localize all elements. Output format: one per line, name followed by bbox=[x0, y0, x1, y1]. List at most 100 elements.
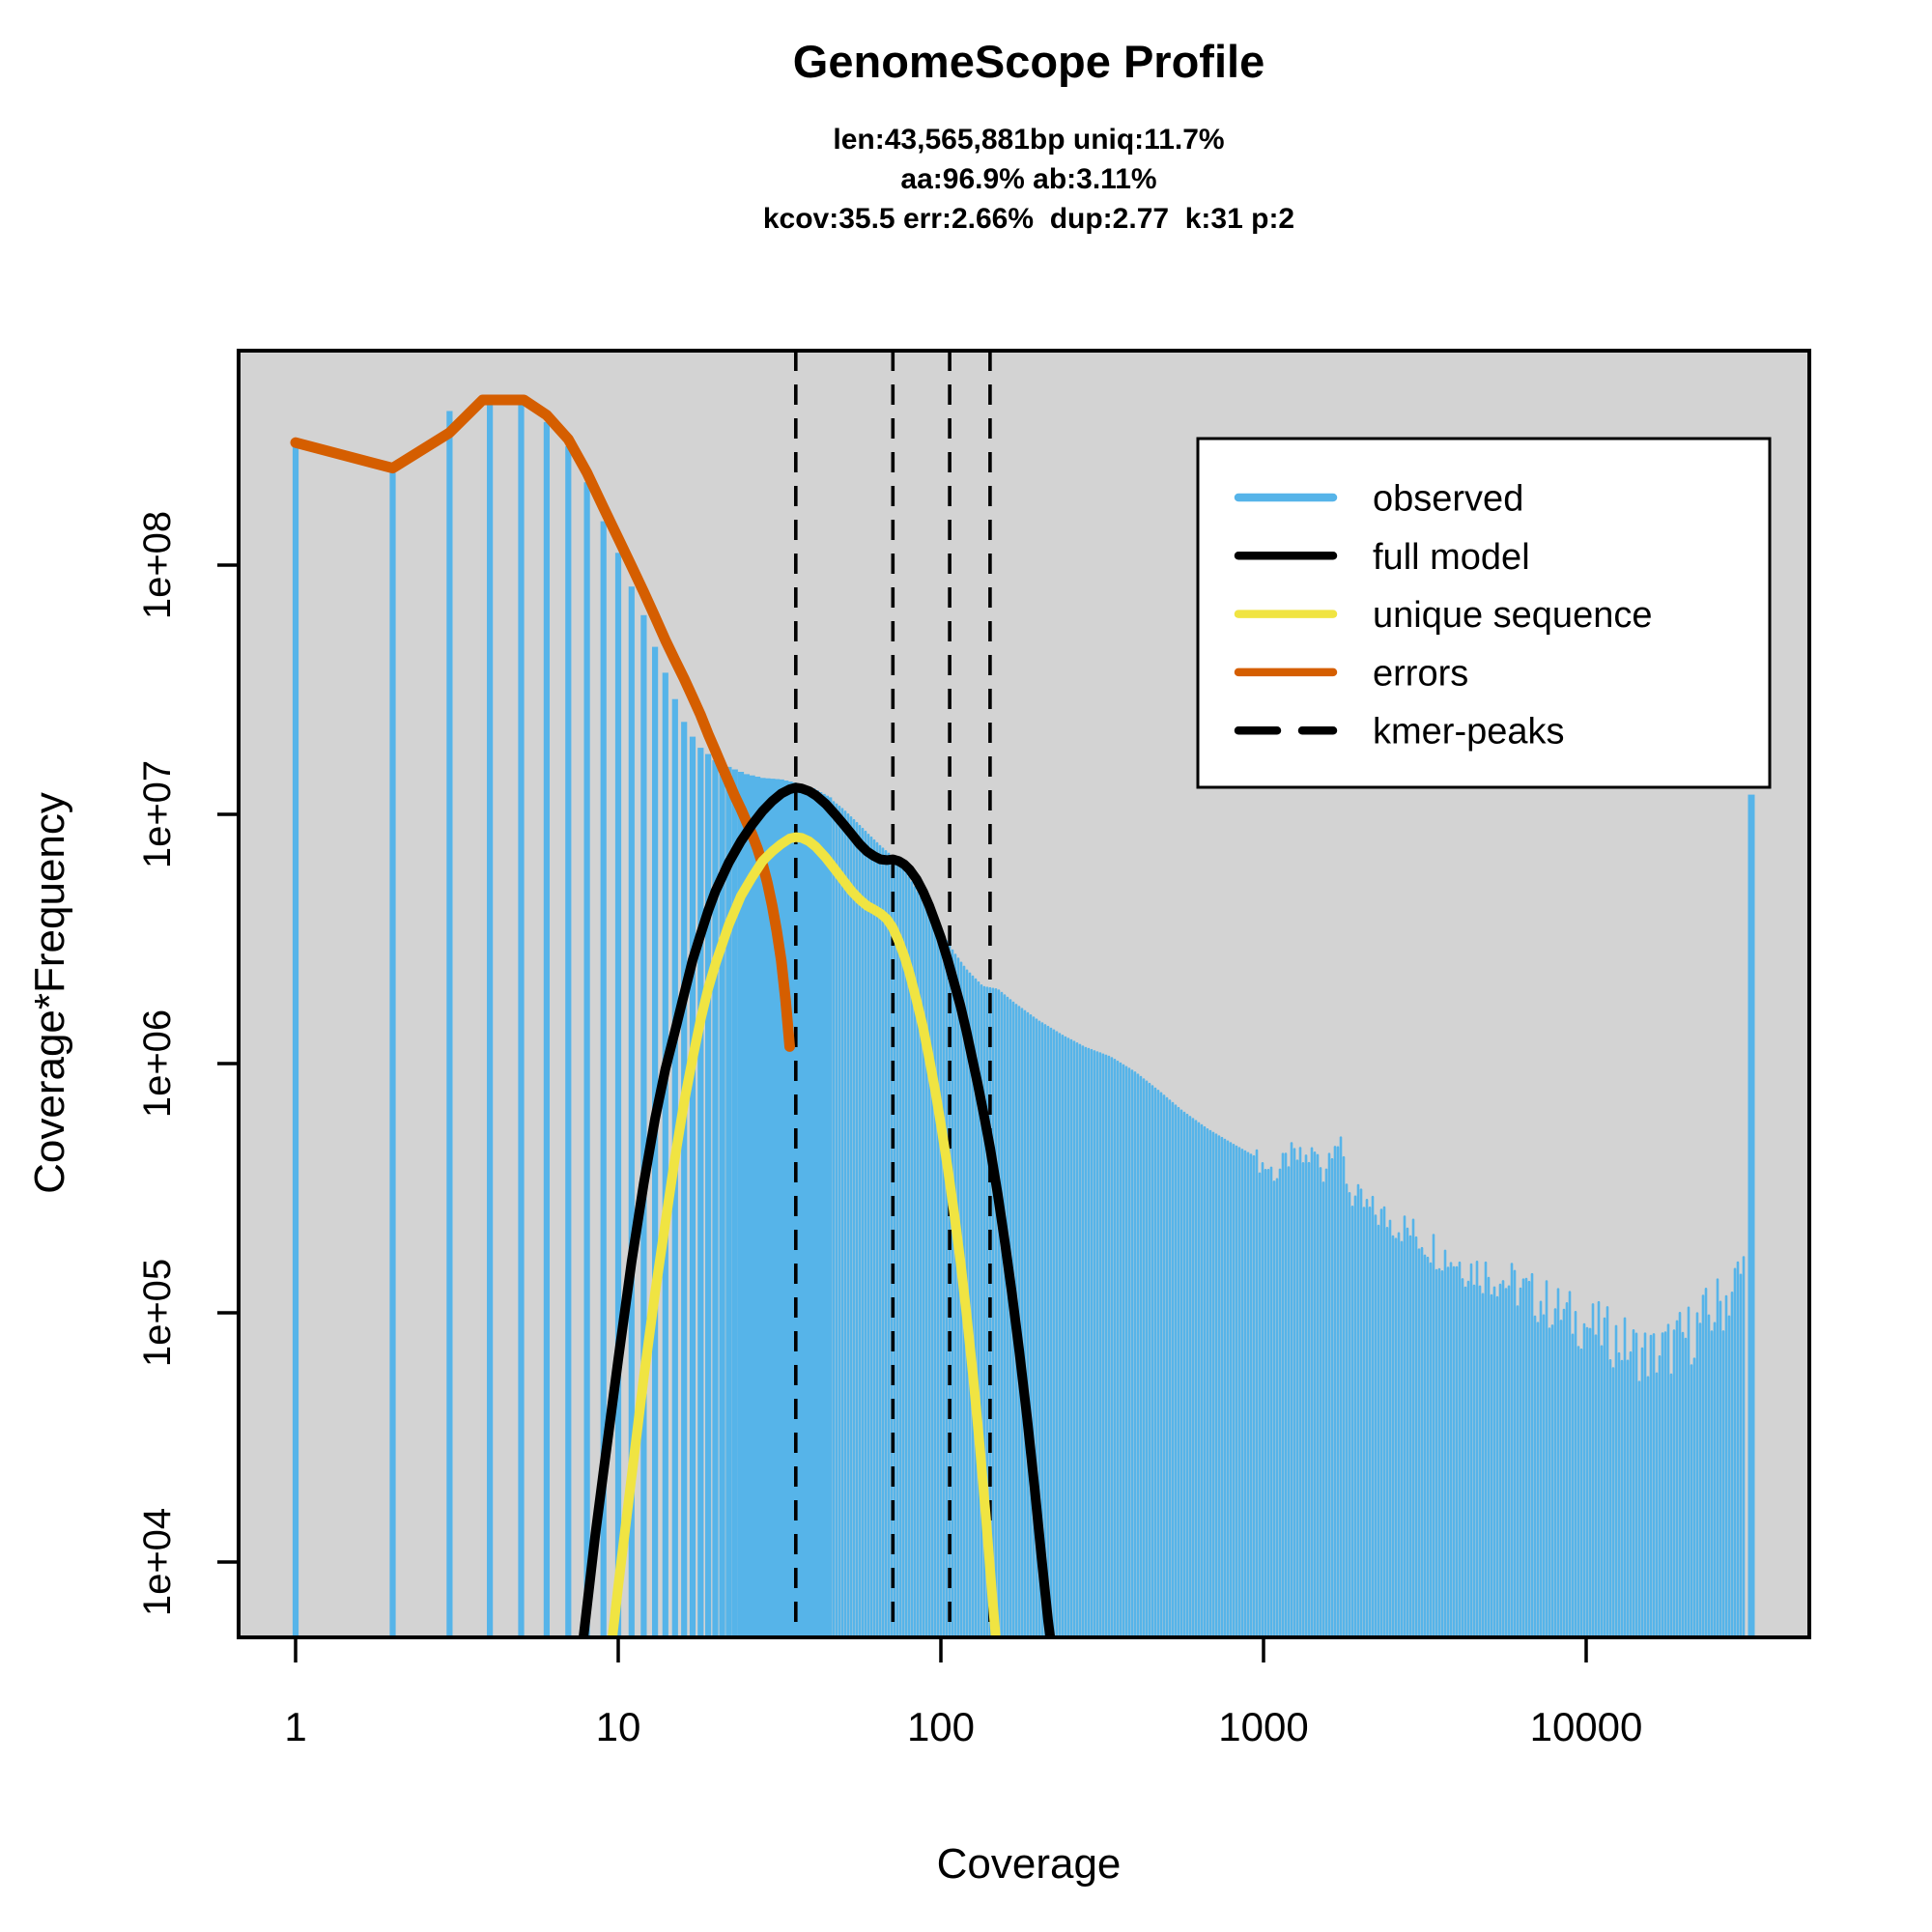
histogram-bar bbox=[1345, 1183, 1349, 1637]
histogram-bar bbox=[1040, 1022, 1044, 1637]
x-axis-label: Coverage bbox=[936, 1840, 1122, 1888]
histogram-bar bbox=[1747, 794, 1755, 1637]
histogram-bar bbox=[1240, 1149, 1244, 1637]
histogram-bar bbox=[1171, 1101, 1175, 1637]
histogram-bar bbox=[994, 988, 998, 1637]
histogram-bar bbox=[953, 953, 957, 1637]
histogram-bar bbox=[1130, 1069, 1134, 1637]
histogram-bar bbox=[1159, 1092, 1163, 1637]
histogram-bar bbox=[1429, 1262, 1433, 1637]
histogram-bar bbox=[869, 836, 873, 1637]
histogram-bar bbox=[1223, 1138, 1227, 1637]
histogram-bar bbox=[697, 748, 704, 1637]
histogram-bar bbox=[600, 521, 607, 1637]
histogram-bar bbox=[806, 787, 812, 1637]
histogram-bar bbox=[1133, 1071, 1137, 1637]
histogram-bar bbox=[1739, 1273, 1743, 1637]
histogram-bar bbox=[819, 793, 826, 1637]
histogram-bar bbox=[1690, 1364, 1693, 1637]
histogram-bar bbox=[1527, 1280, 1531, 1637]
histogram-bar bbox=[1692, 1357, 1696, 1637]
histogram-bar bbox=[838, 806, 841, 1637]
histogram-bar bbox=[1090, 1048, 1094, 1637]
histogram-bar bbox=[1603, 1317, 1606, 1637]
histogram-bar bbox=[1463, 1286, 1467, 1637]
histogram-bar bbox=[829, 798, 833, 1637]
histogram-bar bbox=[1472, 1284, 1476, 1637]
histogram-bar bbox=[1356, 1183, 1360, 1637]
histogram-bar bbox=[1168, 1099, 1172, 1637]
histogram-bar bbox=[1153, 1087, 1157, 1637]
histogram-bar bbox=[930, 916, 934, 1637]
histogram-bar bbox=[1226, 1140, 1230, 1637]
histogram-bar bbox=[1733, 1267, 1737, 1637]
histogram-bar bbox=[759, 778, 766, 1637]
histogram-bar bbox=[1492, 1286, 1496, 1637]
histogram-bar bbox=[1194, 1120, 1198, 1637]
histogram-bar bbox=[1582, 1322, 1586, 1637]
histogram-bar bbox=[1597, 1300, 1601, 1637]
y-tick-label: 1e+08 bbox=[136, 511, 179, 619]
histogram-bar bbox=[1507, 1285, 1511, 1637]
histogram-bar bbox=[1127, 1067, 1131, 1637]
histogram-bar bbox=[1710, 1330, 1714, 1637]
histogram-bar bbox=[1151, 1085, 1154, 1637]
histogram-bar bbox=[1620, 1359, 1624, 1637]
histogram-bar bbox=[1484, 1261, 1488, 1637]
histogram-bar bbox=[1435, 1268, 1438, 1637]
histogram-bar bbox=[1406, 1227, 1409, 1637]
histogram-bar bbox=[861, 827, 865, 1637]
histogram-bar bbox=[1055, 1031, 1059, 1637]
histogram-bar bbox=[1124, 1065, 1128, 1637]
histogram-bar bbox=[1678, 1312, 1682, 1637]
histogram-bar bbox=[782, 781, 789, 1637]
histogram-bar bbox=[1634, 1332, 1638, 1637]
histogram-bar bbox=[835, 803, 838, 1637]
histogram-bar bbox=[1510, 1263, 1514, 1637]
histogram-bar bbox=[852, 818, 856, 1637]
histogram-bar bbox=[1136, 1073, 1140, 1637]
histogram-bar bbox=[1437, 1267, 1441, 1637]
histogram-bar bbox=[875, 841, 879, 1637]
histogram-bar bbox=[840, 808, 844, 1637]
histogram-bar bbox=[895, 861, 899, 1637]
histogram-bar bbox=[1594, 1334, 1598, 1637]
histogram-bar bbox=[1490, 1293, 1493, 1637]
histogram-bar bbox=[1716, 1278, 1719, 1637]
histogram-bar bbox=[1278, 1168, 1282, 1637]
histogram-bar bbox=[1249, 1153, 1253, 1637]
histogram-bar bbox=[1200, 1123, 1204, 1637]
histogram-bar bbox=[1237, 1147, 1241, 1637]
histogram-bar bbox=[1307, 1161, 1311, 1637]
chart-title: GenomeScope Profile bbox=[792, 36, 1265, 87]
histogram-bar bbox=[1475, 1261, 1479, 1637]
histogram-bar bbox=[1275, 1178, 1279, 1637]
histogram-bar bbox=[1293, 1148, 1296, 1637]
histogram-bar bbox=[1148, 1082, 1151, 1637]
histogram-bar bbox=[858, 824, 862, 1637]
histogram-bar bbox=[786, 781, 793, 1637]
histogram-bar bbox=[1698, 1322, 1702, 1637]
histogram-bar bbox=[1049, 1027, 1053, 1637]
histogram-bar bbox=[1588, 1327, 1592, 1637]
histogram-bar bbox=[948, 945, 952, 1637]
histogram-bar bbox=[1672, 1329, 1676, 1637]
histogram-bar bbox=[1368, 1207, 1372, 1637]
histogram-bar bbox=[1316, 1153, 1320, 1637]
histogram-bar bbox=[1446, 1266, 1450, 1637]
histogram-bar bbox=[1350, 1206, 1354, 1637]
histogram-bar bbox=[1727, 1315, 1731, 1637]
histogram-bar bbox=[754, 777, 761, 1637]
histogram-bar bbox=[389, 472, 396, 1637]
histogram-bar bbox=[1719, 1300, 1722, 1637]
histogram-bar bbox=[1629, 1350, 1633, 1637]
histogram-bar bbox=[1521, 1278, 1525, 1637]
histogram-bar bbox=[1304, 1154, 1308, 1637]
histogram-bar bbox=[1353, 1195, 1357, 1637]
histogram-bar bbox=[1379, 1208, 1383, 1637]
histogram-bar bbox=[942, 935, 946, 1637]
histogram-bar bbox=[681, 722, 688, 1637]
histogram-bar bbox=[1220, 1136, 1224, 1637]
histogram-bar bbox=[1206, 1128, 1209, 1637]
histogram-bar bbox=[1426, 1256, 1430, 1637]
